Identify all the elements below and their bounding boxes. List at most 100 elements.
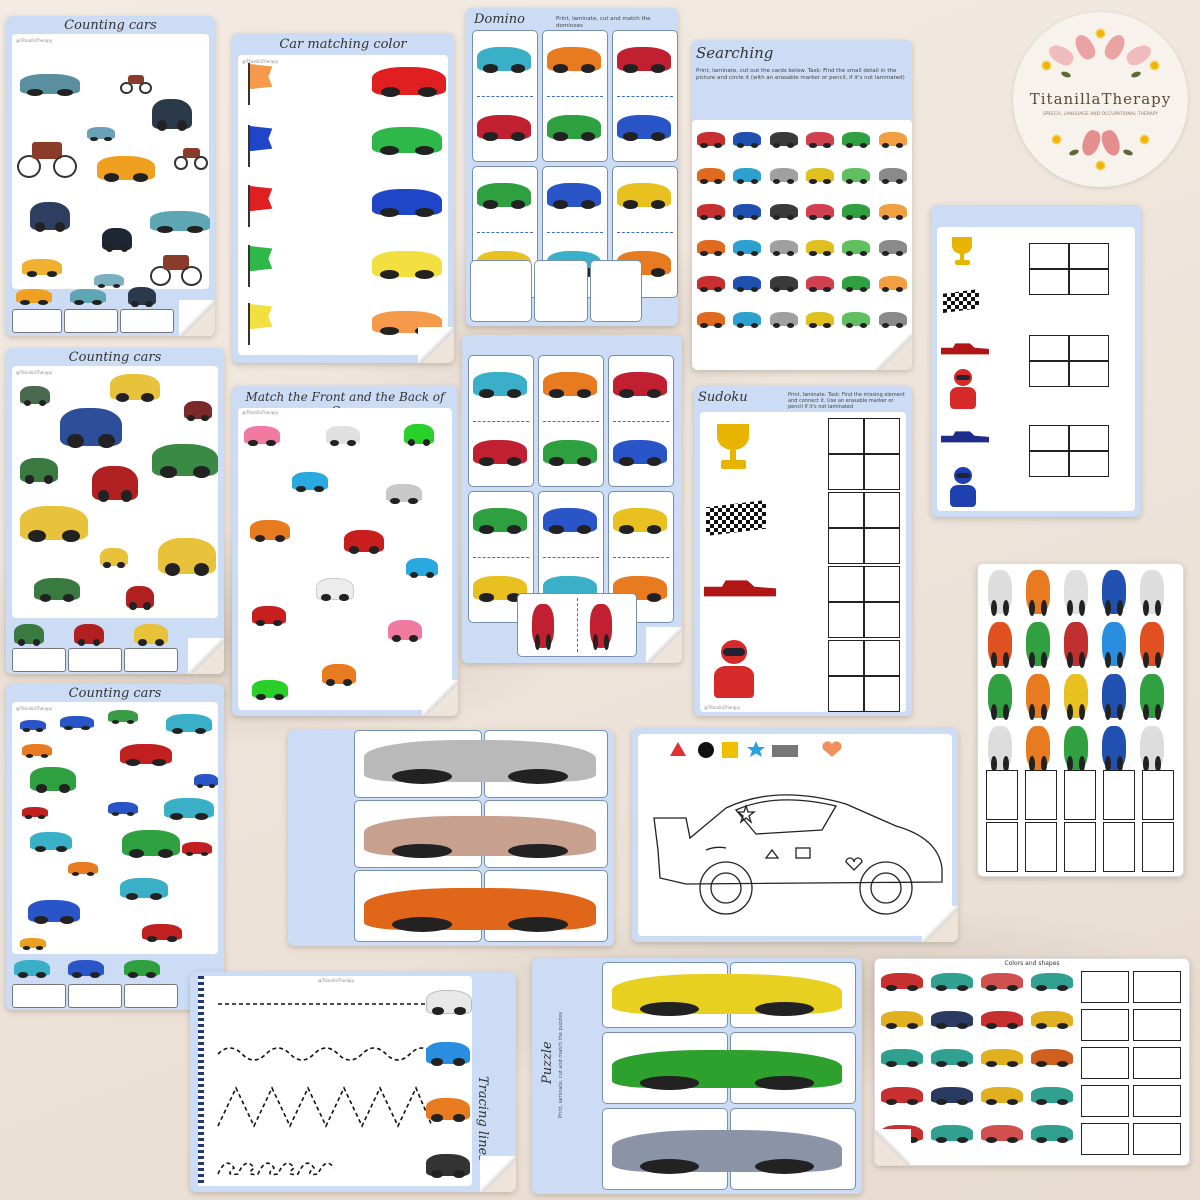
domino-card[interactable] <box>538 355 604 487</box>
answer-box[interactable] <box>1081 1123 1129 1155</box>
search-car-cell[interactable] <box>730 160 764 194</box>
sudoku-cell[interactable] <box>1069 269 1109 295</box>
answer-box[interactable] <box>68 984 122 1008</box>
answer-box[interactable] <box>1064 822 1096 872</box>
domino-card[interactable] <box>534 260 588 322</box>
sudoku-cell[interactable] <box>864 418 900 454</box>
sudoku-cell[interactable] <box>864 454 900 490</box>
search-car-cell[interactable] <box>803 124 837 158</box>
sudoku-cell[interactable] <box>828 676 864 712</box>
search-car-cell[interactable] <box>767 124 801 158</box>
answer-box[interactable] <box>12 309 62 333</box>
sudoku-cell[interactable] <box>864 602 900 638</box>
search-car-cell[interactable] <box>876 196 910 230</box>
search-car-cell[interactable] <box>694 232 728 266</box>
search-car-cell[interactable] <box>839 160 873 194</box>
search-car-cell[interactable] <box>730 124 764 158</box>
search-car-cell[interactable] <box>803 196 837 230</box>
search-car-cell[interactable] <box>767 232 801 266</box>
answer-box[interactable] <box>1081 971 1129 1003</box>
answer-box[interactable] <box>1081 1047 1129 1079</box>
sudoku-cell[interactable] <box>864 640 900 676</box>
search-car-cell[interactable] <box>803 160 837 194</box>
sudoku-cell[interactable] <box>864 676 900 712</box>
answer-box[interactable] <box>1081 1085 1129 1117</box>
answer-box[interactable] <box>1133 1123 1181 1155</box>
answer-box[interactable] <box>986 770 1018 820</box>
domino-card[interactable] <box>612 30 678 162</box>
answer-box[interactable] <box>68 648 122 672</box>
sudoku-cell[interactable] <box>1069 243 1109 269</box>
sudoku-cell[interactable] <box>1029 269 1069 295</box>
search-car-cell[interactable] <box>876 268 910 302</box>
answer-box[interactable] <box>12 648 66 672</box>
search-car-cell[interactable] <box>694 160 728 194</box>
search-car-cell[interactable] <box>730 268 764 302</box>
answer-box[interactable] <box>986 822 1018 872</box>
sudoku-cell[interactable] <box>828 640 864 676</box>
sudoku-cell[interactable] <box>864 492 900 528</box>
answer-box[interactable] <box>1133 1009 1181 1041</box>
sudoku-cell[interactable] <box>828 492 864 528</box>
answer-box[interactable] <box>64 309 118 333</box>
search-car-cell[interactable] <box>730 232 764 266</box>
search-car-cell[interactable] <box>767 160 801 194</box>
search-car-cell[interactable] <box>694 304 728 338</box>
search-car-cell[interactable] <box>839 268 873 302</box>
domino-card[interactable] <box>468 355 534 487</box>
search-car-cell[interactable] <box>730 304 764 338</box>
search-car-cell[interactable] <box>876 304 910 338</box>
answer-box[interactable] <box>1142 770 1174 820</box>
sudoku-cell[interactable] <box>1069 335 1109 361</box>
sudoku-cell[interactable] <box>1029 361 1069 387</box>
answer-box[interactable] <box>1025 770 1057 820</box>
search-car-cell[interactable] <box>876 160 910 194</box>
answer-box[interactable] <box>1133 971 1181 1003</box>
sudoku-cell[interactable] <box>1029 335 1069 361</box>
sudoku-cell[interactable] <box>1029 425 1069 451</box>
search-car-cell[interactable] <box>767 304 801 338</box>
sudoku-cell[interactable] <box>1029 451 1069 477</box>
search-car-cell[interactable] <box>803 304 837 338</box>
search-car-cell[interactable] <box>839 196 873 230</box>
sudoku-cell[interactable] <box>828 602 864 638</box>
answer-box[interactable] <box>1103 822 1135 872</box>
search-car-cell[interactable] <box>694 268 728 302</box>
answer-box[interactable] <box>120 309 174 333</box>
search-car-cell[interactable] <box>876 124 910 158</box>
sudoku-cell[interactable] <box>828 528 864 564</box>
search-car-cell[interactable] <box>876 232 910 266</box>
answer-box[interactable] <box>1103 770 1135 820</box>
domino-card[interactable] <box>470 260 532 322</box>
sudoku-cell[interactable] <box>828 418 864 454</box>
sudoku-cell[interactable] <box>1069 425 1109 451</box>
answer-box[interactable] <box>1081 1009 1129 1041</box>
search-car-cell[interactable] <box>839 232 873 266</box>
answer-box[interactable] <box>1142 822 1174 872</box>
search-car-cell[interactable] <box>767 196 801 230</box>
sudoku-cell[interactable] <box>1069 361 1109 387</box>
domino-card[interactable] <box>517 593 637 657</box>
sudoku-cell[interactable] <box>864 566 900 602</box>
answer-box[interactable] <box>1064 770 1096 820</box>
answer-box[interactable] <box>12 984 66 1008</box>
answer-box[interactable] <box>124 984 178 1008</box>
search-car-cell[interactable] <box>839 304 873 338</box>
domino-card[interactable] <box>608 355 674 487</box>
domino-card[interactable] <box>472 30 538 162</box>
sudoku-cell[interactable] <box>1069 451 1109 477</box>
sudoku-cell[interactable] <box>828 454 864 490</box>
answer-box[interactable] <box>1133 1047 1181 1079</box>
search-car-cell[interactable] <box>803 268 837 302</box>
search-car-cell[interactable] <box>730 196 764 230</box>
domino-card[interactable] <box>542 30 608 162</box>
answer-box[interactable] <box>1025 822 1057 872</box>
answer-box[interactable] <box>1133 1085 1181 1117</box>
sudoku-cell[interactable] <box>864 528 900 564</box>
search-car-cell[interactable] <box>839 124 873 158</box>
domino-card[interactable] <box>590 260 642 322</box>
search-car-cell[interactable] <box>694 196 728 230</box>
search-car-cell[interactable] <box>803 232 837 266</box>
search-car-cell[interactable] <box>694 124 728 158</box>
sudoku-cell[interactable] <box>1029 243 1069 269</box>
